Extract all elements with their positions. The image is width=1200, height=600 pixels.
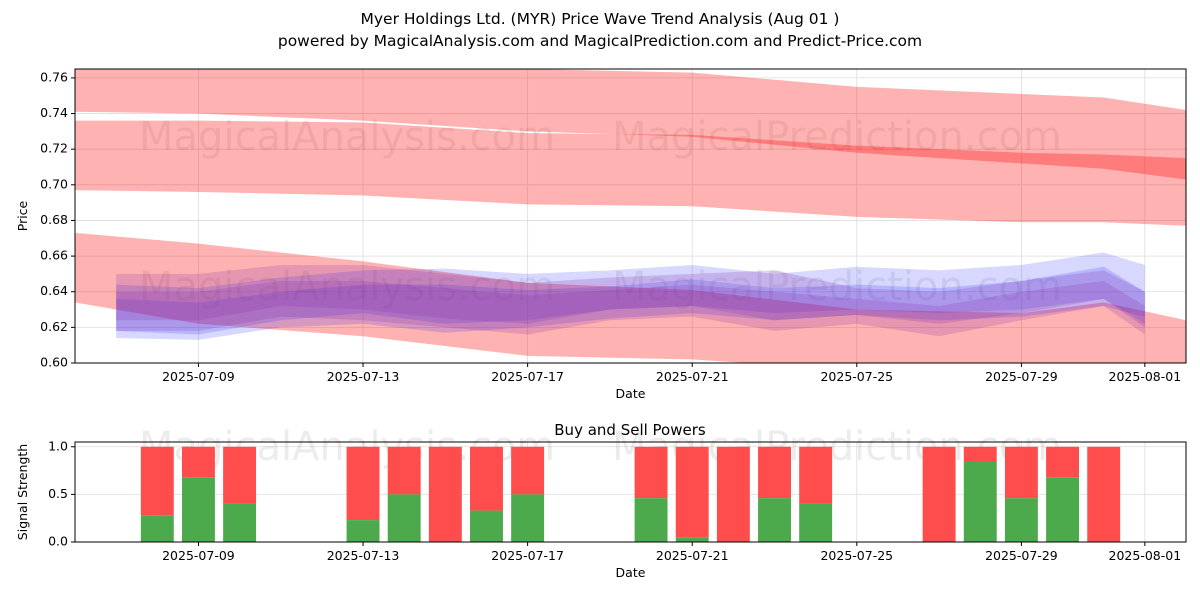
y-tick-label: 0.74 [40, 105, 68, 120]
sell-power-bar [387, 446, 421, 495]
y-tick-label: 0.64 [40, 283, 68, 298]
sell-power-bar [511, 446, 545, 495]
buy-power-bar [675, 537, 709, 542]
watermark-text: MagicalPrediction.com [612, 264, 1062, 310]
sell-power-bar [223, 446, 257, 504]
x-tick-label: 2025-07-25 [820, 548, 893, 563]
sell-power-bar [1046, 446, 1080, 478]
y-tick-label: 0.68 [40, 212, 68, 227]
y-tick-label: 0.0 [48, 534, 68, 549]
buy-power-bar [223, 503, 257, 542]
sell-power-bar [140, 446, 174, 516]
y-tick-label: 0.76 [40, 69, 68, 84]
y-tick-label: 1.0 [48, 438, 68, 453]
price-bands [75, 69, 1186, 363]
buy-power-bar [1046, 477, 1080, 542]
sell-power-bar [922, 446, 956, 542]
sell-power-bar [1004, 446, 1038, 499]
chart-title: Myer Holdings Ltd. (MYR) Price Wave Tren… [360, 10, 840, 28]
x-tick-label: 2025-07-17 [491, 369, 564, 384]
buy-power-bar [346, 520, 380, 542]
y-tick-label: 0.5 [48, 486, 68, 501]
watermark-text: MagicalAnalysis.com [139, 114, 555, 160]
buy-power-bar [470, 510, 503, 542]
red-wave-band [75, 232, 1186, 363]
x-tick-label: 2025-07-21 [656, 548, 729, 563]
x-tick-label: 2025-07-17 [491, 548, 564, 563]
sell-power-bar [758, 446, 791, 499]
buy-power-bar [511, 494, 545, 542]
buy-power-bar [799, 503, 833, 542]
x-tick-label: 2025-07-13 [327, 548, 400, 563]
y-axis-label: Signal Strength [15, 444, 30, 540]
x-tick-label: 2025-07-29 [985, 548, 1058, 563]
x-axis-label: Date [616, 386, 646, 401]
sell-power-bar [799, 446, 833, 504]
purple-wave-band [116, 265, 1145, 337]
sell-power-bar [181, 446, 215, 478]
signal-panel-frame [74, 441, 1187, 543]
x-axis-label: Date [616, 565, 646, 580]
sell-power-bar [963, 446, 997, 462]
x-tick-label: 2025-07-09 [162, 369, 235, 384]
buy-power-bar [387, 494, 421, 542]
blue-wave-band [116, 252, 1145, 340]
x-tick-label: 2025-08-01 [1109, 548, 1182, 563]
sell-power-bar [1087, 446, 1121, 542]
buy-power-bar [634, 498, 668, 542]
x-tick-label: 2025-07-21 [656, 369, 729, 384]
x-tick-label: 2025-07-29 [985, 369, 1058, 384]
sell-power-bar [634, 446, 668, 499]
x-tick-label: 2025-08-01 [1109, 369, 1182, 384]
signal-panel-title: Buy and Sell Powers [554, 421, 706, 439]
watermark-text: MagicalPrediction.com [612, 114, 1062, 160]
price-panel-frame [74, 68, 1187, 364]
sell-power-bar [428, 446, 462, 542]
y-tick-label: 0.72 [40, 141, 68, 156]
y-tick-label: 0.62 [40, 319, 68, 334]
buy-power-bar [181, 477, 215, 542]
y-tick-label: 0.70 [40, 176, 68, 191]
sell-power-bar [346, 446, 380, 521]
sell-power-bar [470, 446, 503, 511]
watermark-text: MagicalAnalysis.com [139, 264, 555, 310]
x-tick-label: 2025-07-25 [820, 369, 893, 384]
blue-wave-band [116, 266, 1145, 335]
sell-power-bar [675, 446, 709, 538]
y-tick-label: 0.60 [40, 355, 68, 370]
x-tick-label: 2025-07-13 [327, 369, 400, 384]
x-tick-label: 2025-07-09 [162, 548, 235, 563]
chart-subtitle: powered by MagicalAnalysis.com and Magic… [277, 32, 923, 50]
buy-power-bar [1004, 498, 1038, 542]
buy-power-bar [963, 462, 997, 542]
red-wave-band [75, 120, 1186, 226]
purple-wave-band [116, 281, 1145, 328]
signal-bars [140, 446, 1121, 542]
sell-power-bar [716, 446, 750, 542]
y-tick-label: 0.66 [40, 248, 68, 263]
y-axis-label: Price [15, 200, 30, 231]
buy-power-bar [758, 498, 791, 542]
red-wave-band [75, 69, 1186, 180]
buy-power-bar [140, 515, 174, 542]
